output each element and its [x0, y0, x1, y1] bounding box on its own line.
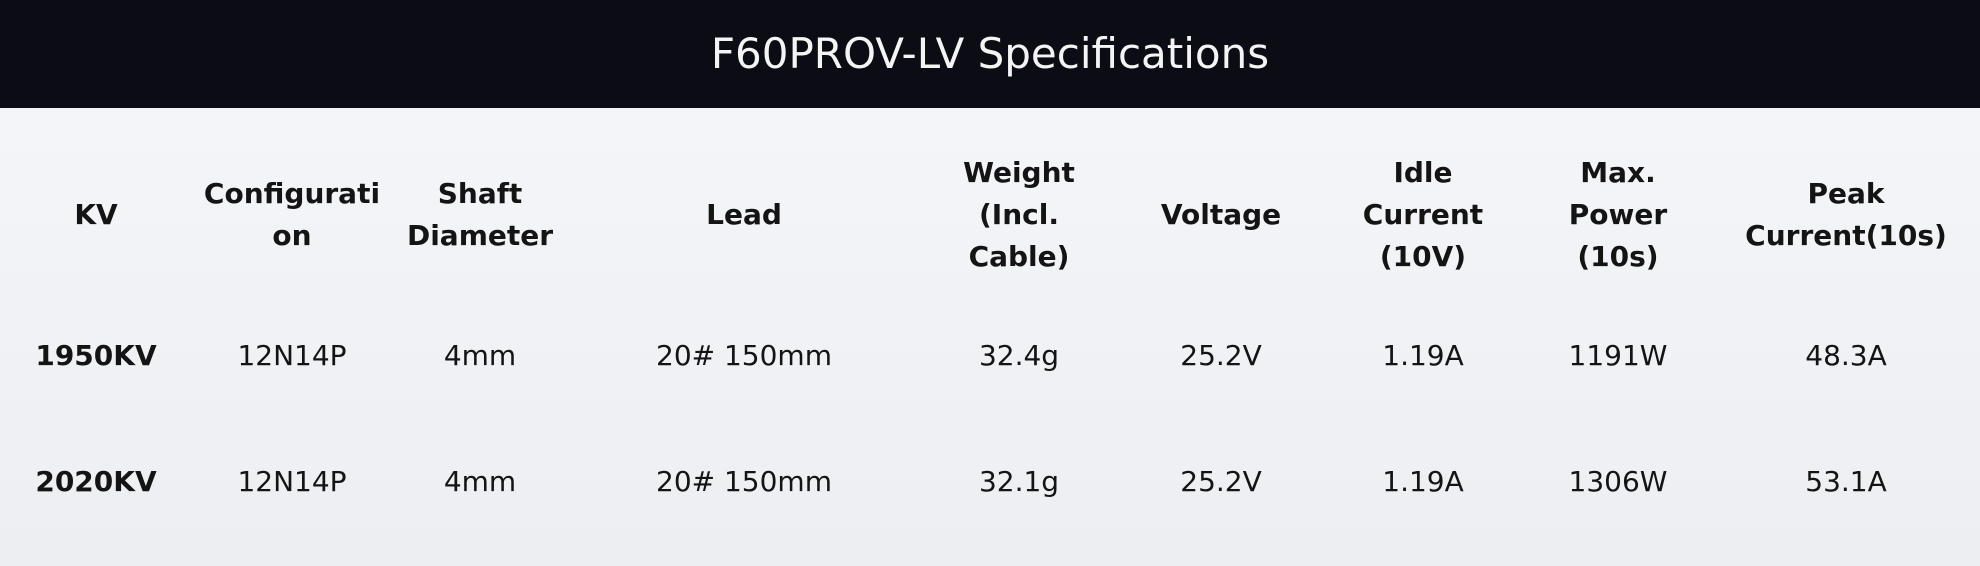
table-cell: 12N14P: [237, 465, 347, 498]
header-line: Configurati: [203, 177, 381, 210]
header-line: Current(10s): [1745, 219, 1947, 252]
table-cell: 1306W: [1568, 465, 1668, 498]
table-cell: 1950KV: [35, 339, 157, 372]
table-cell: 1191W: [1568, 339, 1668, 372]
header-line: on: [272, 219, 312, 252]
table-cell: 25.2V: [1180, 339, 1262, 372]
title: F60PROV-LV Specifications: [710, 29, 1270, 78]
table-cell: 32.1g: [978, 465, 1060, 498]
header-line: Lead: [706, 198, 782, 231]
column-header: Lead: [614, 194, 874, 236]
header-line: Idle: [1393, 156, 1453, 189]
table-cell: 4mm: [443, 465, 517, 498]
header-line: (10s): [1577, 240, 1659, 273]
header-line: Peak: [1807, 177, 1885, 210]
column-header: Configurati on: [162, 173, 422, 257]
table-cell: 4mm: [443, 339, 517, 372]
header-line: (10V): [1379, 240, 1467, 273]
header-line: (Incl.: [979, 198, 1059, 231]
table-cell: 20# 150mm: [656, 339, 832, 372]
column-header: Peak Current(10s): [1716, 173, 1976, 257]
table-cell: 12N14P: [237, 339, 347, 372]
column-header: Max. Power (10s): [1488, 152, 1748, 278]
table-cell: 20# 150mm: [656, 465, 832, 498]
table-cell: 32.4g: [978, 339, 1060, 372]
title-bar: [0, 0, 1980, 108]
table-cell: 48.3A: [1805, 339, 1887, 372]
header-line: Cable): [968, 240, 1070, 273]
table-cell: 1.19A: [1382, 339, 1464, 372]
header-line: KV: [74, 198, 118, 231]
column-header: Weight (Incl. Cable): [889, 152, 1149, 278]
table-cell: 25.2V: [1180, 465, 1262, 498]
header-line: Voltage: [1160, 198, 1282, 231]
header-line: Weight: [963, 156, 1075, 189]
header-line: Power: [1568, 198, 1668, 231]
header-line: Diameter: [406, 219, 554, 252]
header-line: Current: [1362, 198, 1484, 231]
column-header: Voltage: [1091, 194, 1351, 236]
table-cell: 1.19A: [1382, 465, 1464, 498]
header-line: Shaft: [437, 177, 523, 210]
table-cell: 2020KV: [35, 465, 157, 498]
column-header: KV: [0, 194, 226, 236]
table-cell: 53.1A: [1805, 465, 1887, 498]
header-line: Max.: [1580, 156, 1656, 189]
column-header: Idle Current (10V): [1293, 152, 1553, 278]
column-header: Shaft Diameter: [350, 173, 610, 257]
